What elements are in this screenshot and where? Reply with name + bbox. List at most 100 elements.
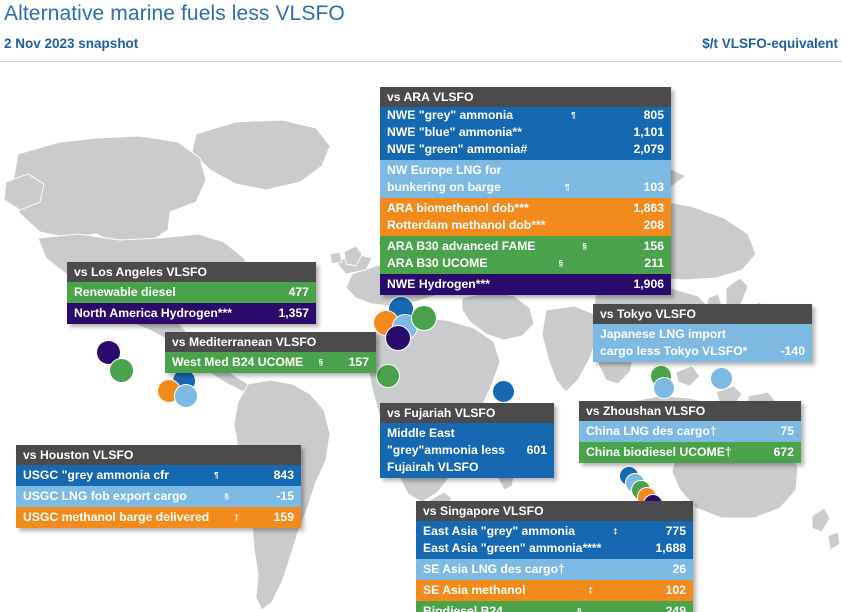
- callout-title-zhoushan: vs Zhoushan VLSFO: [579, 401, 801, 421]
- row-label: Fujairah VLSFO: [387, 460, 479, 474]
- row-value: 477: [288, 285, 309, 299]
- row-label: China LNG des cargo†: [586, 424, 717, 438]
- row-value: 1,357: [278, 306, 310, 320]
- table-row[interactable]: Fujairah VLSFO: [380, 459, 554, 478]
- callout-title-fujairah: vs Fujariah VLSFO: [380, 403, 554, 423]
- row-label: NWE "blue" ammonia**: [387, 125, 522, 139]
- table-row[interactable]: "grey"ammonia less 601: [380, 442, 554, 459]
- table-row[interactable]: NWE "grey" ammonia ¶ 805: [380, 107, 671, 124]
- table-row[interactable]: East Asia "grey" ammonia ‡ 775: [416, 521, 693, 540]
- row-value: 103: [643, 180, 664, 194]
- callout-box-mediterranean[interactable]: vs Mediterranean VLSFO West Med B24 UCOM…: [165, 332, 376, 373]
- row-value: 2,079: [633, 142, 665, 156]
- row-label: USGC "grey ammonia cfr: [23, 468, 169, 482]
- row-label: NWE Hydrogen***: [387, 277, 490, 291]
- row-label: NWE "green" ammonia#: [387, 142, 528, 156]
- row-label: SE Asia methanol: [423, 583, 526, 597]
- callout-box-tokyo[interactable]: vs Tokyo VLSFO Japanese LNG import cargo…: [593, 304, 812, 362]
- callout-box-fujairah[interactable]: vs Fujariah VLSFO Middle East "grey"ammo…: [380, 403, 554, 478]
- table-row[interactable]: North America Hydrogen*** 1,357: [67, 303, 316, 324]
- row-label: ARA B30 advanced FAME: [387, 239, 536, 253]
- table-row[interactable]: ARA B30 advanced FAME § 156: [380, 236, 671, 255]
- row-label: USGC methanol barge delivered: [23, 510, 210, 524]
- table-row[interactable]: Rotterdam methanol dob*** 208: [380, 217, 671, 236]
- callout-box-houston[interactable]: vs Houston VLSFO USGC "grey ammonia cfr ¶…: [16, 445, 301, 528]
- row-value: -140: [780, 344, 805, 358]
- table-row[interactable]: NWE Hydrogen*** 1,906: [380, 274, 671, 295]
- row-label: Renewable diesel: [74, 285, 176, 299]
- table-row[interactable]: West Med B24 UCOME § 157: [165, 352, 376, 373]
- row-label: East Asia "grey" ammonia: [423, 524, 575, 538]
- row-label: Middle East: [387, 426, 455, 440]
- callout-box-singapore[interactable]: vs Singapore VLSFO East Asia "grey" ammo…: [416, 501, 693, 612]
- row-label: Rotterdam methanol dob***: [387, 218, 546, 232]
- row-label: China biodiesel UCOME†: [586, 445, 732, 459]
- table-row[interactable]: ARA biomethanol dob*** 1,863: [380, 198, 671, 217]
- row-value: 208: [643, 218, 664, 232]
- table-row[interactable]: USGC LNG fob export cargo § -15: [16, 486, 301, 507]
- table-row[interactable]: East Asia "green" ammonia**** 1,688: [416, 540, 693, 559]
- table-row[interactable]: USGC "grey ammonia cfr ¶ 843: [16, 465, 301, 486]
- table-row[interactable]: SE Asia methanol ‡ 102: [416, 580, 693, 601]
- row-value: 102: [665, 583, 686, 597]
- table-row[interactable]: China biodiesel UCOME† 672: [579, 442, 801, 463]
- callout-title-ara: vs ARA VLSFO: [380, 87, 671, 107]
- row-label: USGC LNG fob export cargo: [23, 489, 187, 503]
- table-row[interactable]: Biodiesel B24 § 249: [416, 601, 693, 612]
- snapshot-date: 2 Nov 2023 snapshot: [4, 36, 139, 51]
- row-value: 211: [644, 256, 664, 270]
- callout-box-ara[interactable]: vs ARA VLSFO NWE "grey" ammonia ¶ 805 NWE…: [380, 87, 671, 295]
- row-value: 843: [273, 468, 294, 482]
- map-marker-tokyo-lng: [710, 367, 733, 390]
- callout-title-houston: vs Houston VLSFO: [16, 445, 301, 465]
- callout-box-losangeles[interactable]: vs Los Angeles VLSFO Renewable diesel 47…: [67, 262, 316, 324]
- table-row[interactable]: NWE "green" ammonia# 2,079: [380, 141, 671, 160]
- row-label: cargo less Tokyo VLSFO*: [600, 344, 748, 358]
- row-value: 156: [643, 239, 664, 253]
- map-marker-la-renewable-diesel: [109, 358, 134, 383]
- row-label: "grey"ammonia less: [387, 443, 505, 457]
- callout-title-tokyo: vs Tokyo VLSFO: [593, 304, 812, 324]
- table-row[interactable]: Renewable diesel 477: [67, 282, 316, 303]
- page-title: Alternative marine fuels less VLSFO: [4, 2, 345, 25]
- row-value: 26: [672, 562, 686, 576]
- table-row[interactable]: NW Europe LNG for: [380, 160, 671, 179]
- row-label: Japanese LNG import: [600, 327, 726, 341]
- table-row[interactable]: China LNG des cargo† 75: [579, 421, 801, 442]
- row-value: 1,688: [655, 541, 687, 555]
- unit-label: $/t VLSFO-equivalent: [702, 36, 838, 51]
- callout-title-singapore: vs Singapore VLSFO: [416, 501, 693, 521]
- row-value: -15: [276, 489, 294, 503]
- row-label: NWE "grey" ammonia: [387, 108, 514, 122]
- row-value: 775: [665, 524, 686, 538]
- map-marker-fujairah-ammonia: [492, 380, 515, 403]
- table-row[interactable]: SE Asia LNG des cargo† 26: [416, 559, 693, 580]
- row-value: 672: [773, 445, 794, 459]
- header-divider: [0, 61, 842, 62]
- row-value: 1,863: [633, 201, 665, 215]
- map-marker-houston-lng: [174, 384, 198, 408]
- table-row[interactable]: NWE "blue" ammonia** 1,101: [380, 124, 671, 141]
- row-value: 157: [348, 355, 369, 369]
- callout-title-losangeles: vs Los Angeles VLSFO: [67, 262, 316, 282]
- table-row[interactable]: bunkering on barge ¶ 103: [380, 179, 671, 198]
- row-label: SE Asia LNG des cargo†: [423, 562, 565, 576]
- table-row[interactable]: cargo less Tokyo VLSFO* -140: [593, 343, 812, 362]
- callout-box-zhoushan[interactable]: vs Zhoushan VLSFO China LNG des cargo† 7…: [579, 401, 801, 463]
- row-label: Biodiesel B24: [423, 604, 503, 612]
- table-row[interactable]: Japanese LNG import: [593, 324, 812, 343]
- map-marker-nwe-biodiesel: [411, 305, 437, 331]
- map-marker-nwe-hydrogen: [385, 325, 411, 351]
- row-value: 805: [643, 108, 664, 122]
- table-row[interactable]: Middle East: [380, 423, 554, 442]
- row-label: bunkering on barge: [387, 180, 501, 194]
- table-row[interactable]: USGC methanol barge delivered ‡ 159: [16, 507, 301, 528]
- row-label: NW Europe LNG for: [387, 163, 502, 177]
- row-label: ARA B30 UCOME: [387, 256, 488, 270]
- row-value: 1,906: [633, 277, 665, 291]
- row-value: 75: [780, 424, 794, 438]
- row-value: 1,101: [633, 125, 665, 139]
- table-row[interactable]: ARA B30 UCOME § 211: [380, 255, 671, 274]
- row-label: North America Hydrogen***: [74, 306, 233, 320]
